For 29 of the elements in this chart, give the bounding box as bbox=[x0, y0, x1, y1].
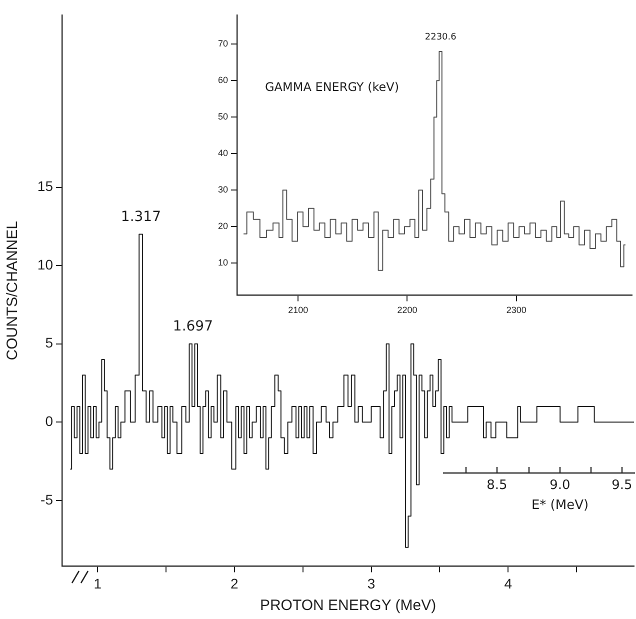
x-axis-title: GAMMA ENERGY (keV) bbox=[265, 80, 400, 94]
y-tick-label: 30 bbox=[218, 184, 228, 195]
x-tick-label: 4 bbox=[504, 575, 512, 592]
x-tick-label: 2200 bbox=[397, 305, 418, 316]
annotation: 1.697 bbox=[172, 318, 214, 334]
x-tick-label: 1 bbox=[94, 575, 102, 592]
y-tick-label: 10 bbox=[37, 256, 54, 272]
x-tick-label: 2300 bbox=[506, 305, 526, 316]
x-tick-label: 2100 bbox=[288, 305, 308, 316]
x-tick-label: 2 bbox=[230, 575, 239, 592]
annotation: 9.5 bbox=[612, 478, 632, 493]
y-tick-label: 0 bbox=[45, 412, 54, 429]
y-tick-label: 70 bbox=[218, 38, 228, 49]
annotation: 9.0 bbox=[550, 478, 570, 493]
y-tick-label: 10 bbox=[218, 258, 228, 268]
annotation: 1.317 bbox=[120, 208, 162, 225]
annotation: 8.5 bbox=[486, 478, 508, 493]
y-tick-label: 60 bbox=[218, 75, 228, 86]
annotation: 2230.6 bbox=[424, 32, 457, 42]
y-tick-label: 20 bbox=[218, 221, 228, 232]
y-axis-title: COUNTS/CHANNEL bbox=[4, 221, 22, 360]
y-tick-label: 15 bbox=[37, 178, 54, 194]
y-tick-label: 5 bbox=[45, 334, 54, 351]
y-tick-label: 40 bbox=[218, 148, 228, 158]
text: E* (MeV) bbox=[531, 498, 589, 513]
x-tick-label: 3 bbox=[367, 575, 376, 592]
y-tick-label: 50 bbox=[218, 112, 228, 122]
y-tick-label: -5 bbox=[40, 491, 54, 508]
x-axis-title: PROTON ENERGY (MeV) bbox=[260, 597, 436, 614]
